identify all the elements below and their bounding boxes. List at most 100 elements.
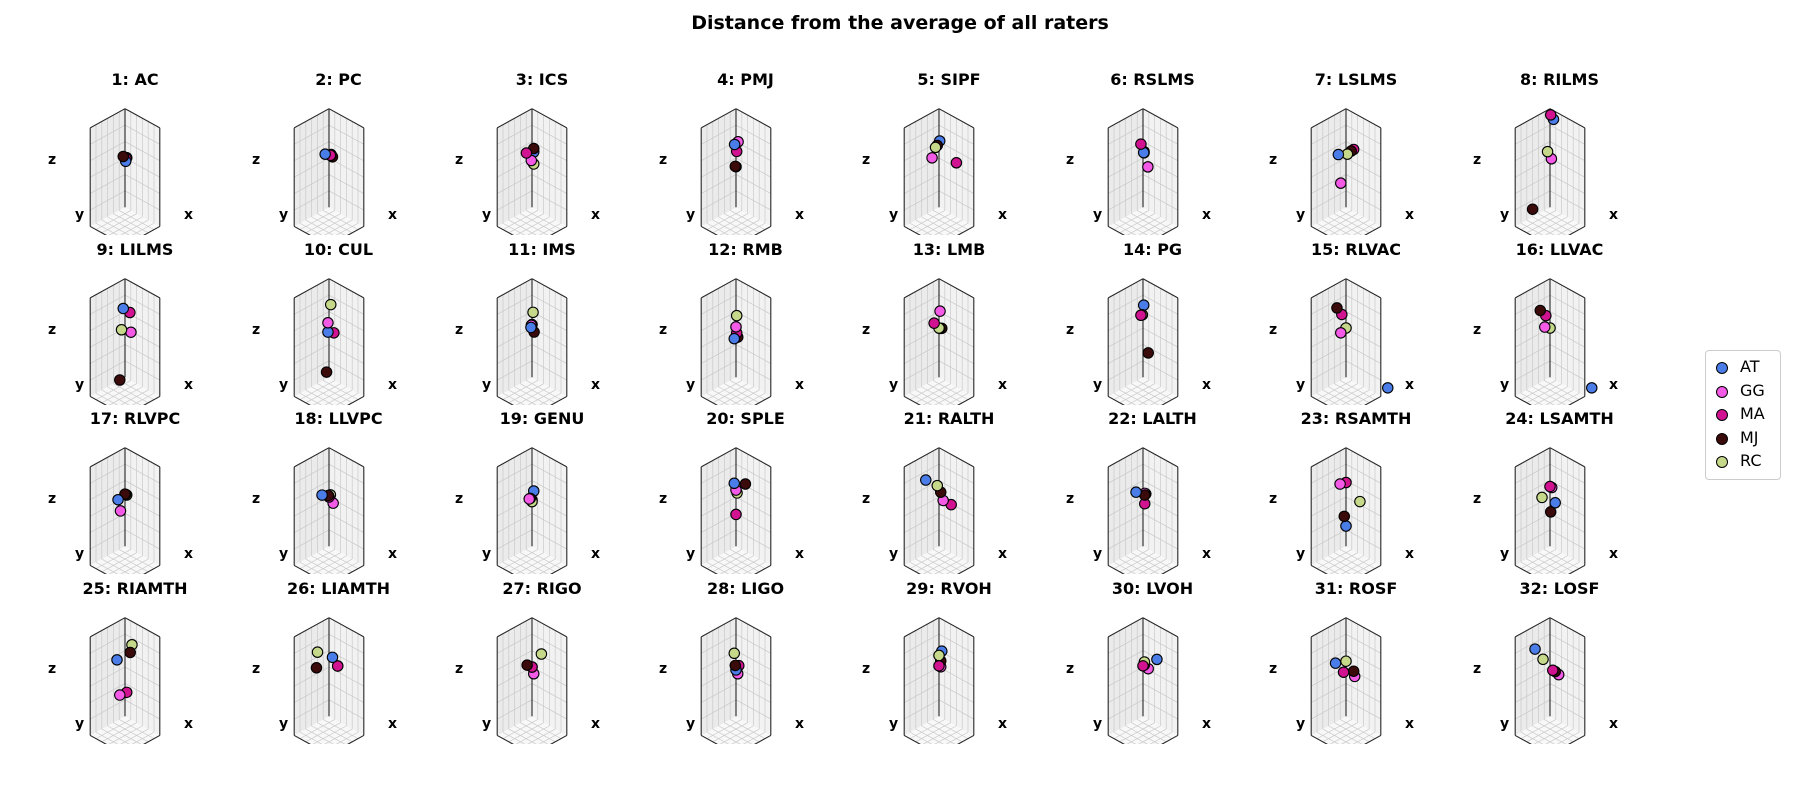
x-axis-label: x — [998, 546, 1007, 562]
pane-floor — [1107, 207, 1178, 235]
gridline — [508, 728, 537, 744]
pane-floor — [700, 546, 771, 574]
z-axis-label: z — [455, 152, 463, 168]
z-axis-label: z — [252, 322, 260, 338]
axis-edge — [1160, 225, 1178, 235]
axes-3d: x y z — [1473, 277, 1618, 405]
gridline — [1544, 219, 1573, 235]
data-point-at — [1129, 486, 1142, 498]
y-axis-label: y — [482, 716, 491, 732]
x-axis-label: x — [795, 207, 804, 223]
data-point-at — [1332, 148, 1345, 161]
z-axis-label: z — [48, 661, 56, 677]
z-axis-label: z — [1269, 491, 1277, 507]
axis-edge — [550, 734, 568, 744]
z-axis-label: z — [862, 661, 870, 677]
x-axis-label: x — [388, 546, 397, 562]
axes-3d: x y z — [455, 616, 600, 744]
axis-edge — [89, 564, 107, 574]
gridline — [945, 392, 969, 405]
subplot-panel: 2: PC x y z — [249, 68, 444, 240]
axis-edge — [1107, 616, 1143, 637]
axis-edge — [903, 225, 921, 235]
subplot-panel: 20: SPLE x y z — [656, 407, 851, 579]
gridline — [1544, 389, 1573, 405]
pane-floor — [1514, 207, 1585, 235]
axis-edge — [496, 734, 514, 744]
subplot-panel: 3: ICS x y z — [452, 68, 647, 240]
subplot-title: 11: IMS — [508, 239, 576, 259]
gridline — [1149, 392, 1172, 405]
axes-3d: x y z — [455, 277, 600, 405]
gridline — [538, 561, 562, 574]
axis-edge — [938, 108, 975, 129]
axes-3d: x y z — [48, 447, 193, 574]
legend-item-rc: RC — [1716, 451, 1780, 473]
axis-edge — [903, 108, 940, 129]
gridline — [1113, 731, 1136, 744]
subplot-panel: 11: IMS x y z — [452, 238, 647, 410]
subplot-panel: 28: LIGO x y z — [656, 577, 851, 749]
legend-label: MJ — [1740, 427, 1759, 447]
subplot-panel: 17: RLVPC x y z — [45, 407, 240, 579]
x-axis-label: x — [998, 207, 1007, 223]
gridline — [1149, 731, 1172, 744]
gridline — [1137, 389, 1166, 405]
subplot-panel: 31: ROSF x y z — [1266, 577, 1461, 749]
axis-edge — [903, 447, 940, 468]
gridline — [323, 728, 352, 744]
gridline — [101, 728, 130, 744]
data-point-at — [112, 493, 124, 506]
gridline — [502, 392, 526, 405]
pane-floor — [700, 207, 771, 235]
gridline — [1341, 389, 1370, 405]
gridline — [1322, 558, 1351, 574]
gridline — [299, 731, 322, 744]
data-point-mj — [521, 658, 533, 671]
data-point-gg — [114, 505, 127, 517]
subplot-title: 3: ICS — [515, 70, 569, 89]
data-point-at — [117, 302, 130, 314]
axes-3d: x y z — [862, 108, 1007, 235]
axis-edge — [1549, 447, 1585, 468]
axis-edge — [735, 277, 771, 298]
subplot-panel: 26: LIAMTH x y z — [249, 577, 444, 749]
axis-edge — [1567, 734, 1585, 744]
gridline — [1341, 728, 1370, 744]
axis-edge — [700, 225, 718, 235]
x-axis-label: x — [998, 377, 1007, 393]
axis-edge — [328, 277, 364, 298]
subplot-title: 5: SIPF — [917, 70, 981, 89]
gridline — [1556, 222, 1579, 235]
subplot-title: 28: LIGO — [706, 578, 785, 598]
axis-edge — [1364, 734, 1382, 744]
gridline — [95, 392, 119, 405]
axis-edge — [1107, 225, 1125, 235]
gridline — [101, 558, 130, 574]
gridline — [934, 558, 963, 574]
y-axis-label: y — [75, 207, 84, 223]
axis-edge — [1345, 616, 1382, 637]
data-point-ma — [1136, 659, 1149, 672]
axes-3d: x y z — [1473, 447, 1618, 574]
gridline — [131, 561, 155, 574]
gridline — [1556, 392, 1579, 405]
z-axis-label: z — [455, 322, 463, 338]
axis-edge — [1364, 395, 1382, 405]
x-axis-label: x — [1405, 207, 1414, 223]
axis-edge — [1567, 395, 1585, 405]
axis-edge — [550, 395, 568, 405]
gridline — [934, 219, 963, 235]
axis-edge — [1160, 395, 1178, 405]
subplot-panel: 30: LVOH x y z — [1063, 577, 1258, 749]
z-axis-label: z — [48, 152, 56, 168]
gridline — [1341, 219, 1370, 235]
data-point-mj — [1338, 510, 1351, 523]
subplot-title: 23: RSAMTH — [1300, 409, 1412, 428]
data-point-mj — [1544, 506, 1556, 518]
gridline — [120, 558, 149, 574]
subplot-title: 30: LVOH — [1111, 578, 1194, 598]
subplot-panel: 15: RLVAC x y z — [1266, 238, 1461, 410]
legend-marker — [1716, 385, 1728, 398]
gridline — [299, 392, 322, 405]
